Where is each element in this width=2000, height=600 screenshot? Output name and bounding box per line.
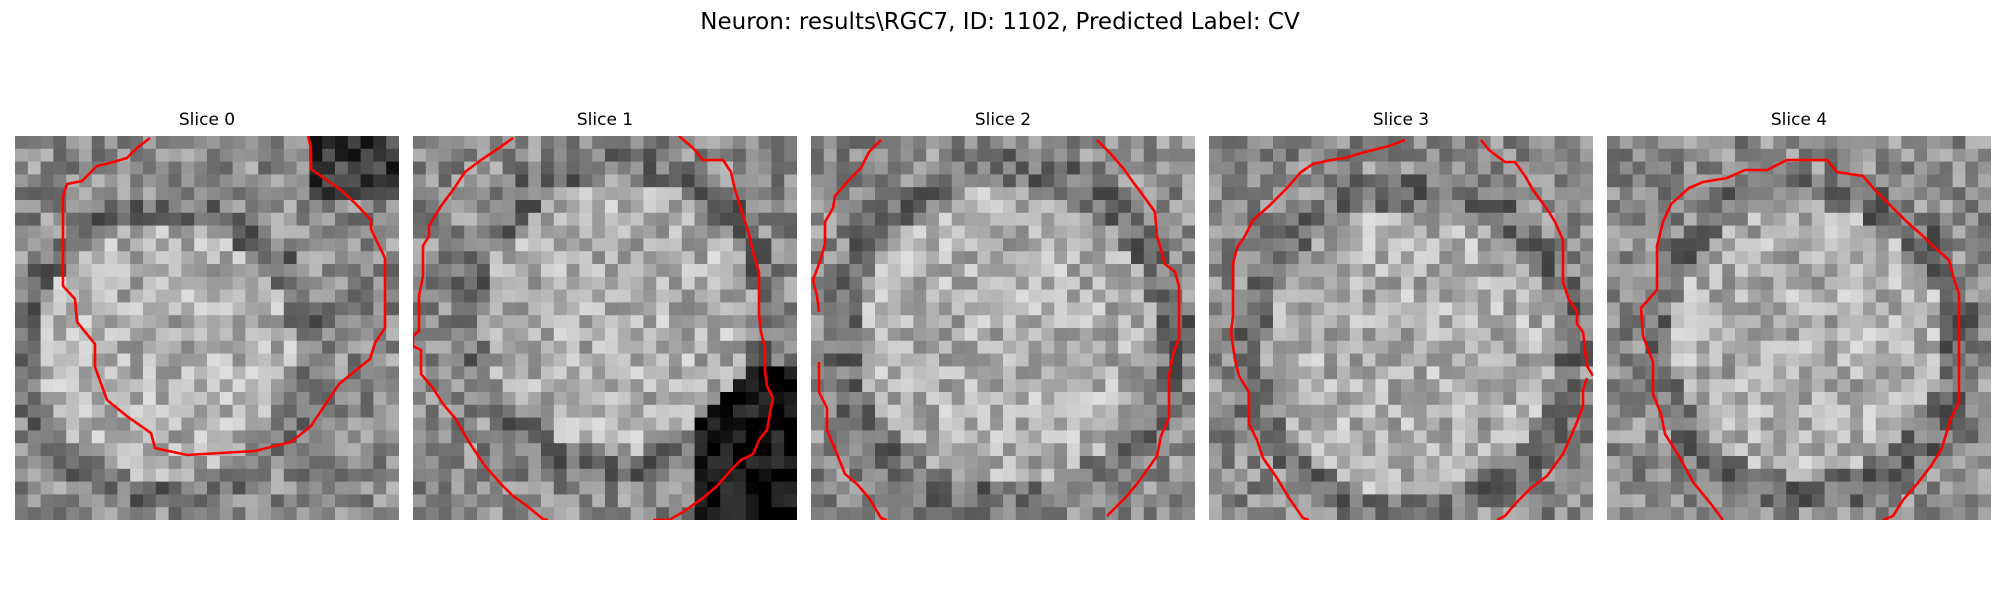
slice-title: Slice 1: [413, 108, 797, 132]
grayscale-pixel-grid: [15, 136, 399, 520]
slice-panel-0: Slice 0: [15, 108, 399, 520]
slice-image: [1607, 136, 1991, 520]
slice-image: [811, 136, 1195, 520]
slice-panel-2: Slice 2: [811, 108, 1195, 520]
slice-panel-1: Slice 1: [413, 108, 797, 520]
grayscale-pixel-grid: [811, 136, 1195, 520]
slice-image: [1209, 136, 1593, 520]
figure-title: Neuron: results\RGC7, ID: 1102, Predicte…: [0, 6, 2000, 38]
slice-image: [15, 136, 399, 520]
slice-image: [413, 136, 797, 520]
slice-title: Slice 4: [1607, 108, 1991, 132]
slice-title: Slice 3: [1209, 108, 1593, 132]
slice-panel-3: Slice 3: [1209, 108, 1593, 520]
slice-panel-4: Slice 4: [1607, 108, 1991, 520]
slice-title: Slice 0: [15, 108, 399, 132]
slice-title: Slice 2: [811, 108, 1195, 132]
